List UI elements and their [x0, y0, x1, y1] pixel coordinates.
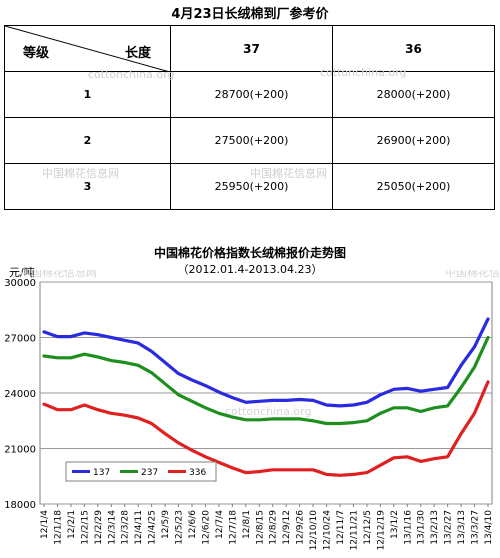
grade-cell: 3 — [4, 163, 171, 210]
x-tick-label: 12/8/15 — [255, 510, 265, 545]
column-header-37: 37 — [170, 25, 333, 72]
x-tick-label: 13/3/27 — [471, 510, 481, 545]
legend-label-336: 336 — [189, 468, 206, 478]
watermark-site: cottonchina.org — [88, 68, 175, 81]
x-tick-label: 12/4/11 — [134, 510, 144, 545]
y-axis-label: 元/吨 — [9, 266, 35, 279]
table-row: 3 25950(+200) 25050(+200) — [4, 163, 495, 210]
column-header-36: 36 — [332, 25, 495, 72]
x-tick-label: 12/3/14 — [107, 510, 117, 545]
length-label: 长度 — [125, 46, 152, 61]
x-tick-label: 12/7/4 — [215, 510, 225, 539]
watermark-brand: 中国棉花信息网 — [445, 270, 500, 279]
legend-label-237: 237 — [141, 468, 158, 478]
series-line-336 — [42, 380, 490, 477]
table-header-row: 等级 长度 37 36 — [4, 25, 495, 72]
price-cell-36: 25050(+200) — [332, 163, 495, 210]
x-tick-label: 13/1/16 — [403, 510, 413, 545]
x-tick-label: 12/12/19 — [376, 510, 386, 551]
series-line-237 — [42, 335, 490, 426]
x-tick-label: 12/2/29 — [94, 510, 104, 545]
watermark-brand: 中国棉花信息网 — [20, 270, 97, 279]
watermark-brand: 中国棉花信息网 — [250, 167, 327, 180]
grade-label: 等级 — [23, 46, 50, 61]
legend — [65, 461, 217, 482]
grade-cell: 2 — [4, 117, 171, 164]
x-tick-label: 12/3/28 — [121, 510, 131, 545]
price-cell-37: 28700(+200) — [170, 71, 333, 118]
x-tick-label: 12/10/10 — [309, 510, 319, 551]
y-tick-label: 24000 — [4, 389, 36, 400]
x-tick-label: 13/4/10 — [484, 510, 494, 545]
x-tick-label: 12/1/18 — [53, 510, 63, 545]
x-tick-label: 13/2/13 — [430, 510, 440, 545]
y-tick-label: 18000 — [4, 500, 36, 511]
watermark-site: cottonchina.org — [320, 66, 407, 79]
price-cell-36: 28000(+200) — [332, 71, 495, 118]
x-tick-label: 13/1/2 — [390, 510, 400, 539]
y-tick-label: 21000 — [4, 445, 36, 456]
series-line-137 — [42, 317, 490, 408]
x-tick-label: 12/11/7 — [336, 510, 346, 545]
x-tick-label: 12/5/23 — [175, 510, 185, 545]
x-tick-label: 12/10/24 — [323, 510, 333, 551]
table-title: 4月23日长绒棉到厂参考价 — [171, 7, 329, 22]
y-tick-label: 30000 — [4, 278, 36, 289]
table-row: 2 27500(+200) 26900(+200) — [4, 117, 495, 164]
x-tick-label: 12/7/18 — [228, 510, 238, 545]
x-tick-label: 12/5/9 — [161, 510, 171, 539]
price-cell-36: 26900(+200) — [332, 117, 495, 164]
price-cell-37: 27500(+200) — [170, 117, 333, 164]
x-tick-label: 12/4/25 — [148, 510, 158, 545]
line-chart: 18000 21000 24000 27000 30000 12/1/4 12/1/18 12… — [4, 270, 500, 551]
watermark-brand: 中国棉花信息网 — [42, 167, 119, 180]
x-tick-label: 12/12/5 — [363, 510, 373, 545]
x-tick-label: 12/2/1 — [67, 510, 77, 539]
x-tick-label: 12/8/1 — [242, 510, 252, 539]
x-tick-label: 12/9/12 — [282, 510, 292, 545]
diagonal-divider — [5, 26, 170, 72]
grade-length-header-cell: 等级 长度 — [4, 25, 171, 72]
x-tick-label: 12/2/15 — [80, 510, 90, 545]
x-tick-label: 13/3/13 — [457, 510, 467, 545]
x-tick-label: 13/1/30 — [417, 510, 427, 545]
y-tick-label: 27000 — [4, 334, 36, 345]
grade-cell: 1 — [4, 71, 171, 118]
x-tick-label: 12/11/21 — [349, 510, 359, 550]
x-tick-label: 12/1/4 — [40, 510, 50, 539]
price-cell-37: 25950(+200) — [170, 163, 333, 210]
table-row: 1 28700(+200) 28000(+200) — [4, 71, 495, 118]
x-tick-label: 12/8/29 — [269, 510, 279, 545]
x-tick-label: 13/2/27 — [444, 510, 454, 545]
watermark-site: cottonchina.org — [225, 405, 311, 418]
x-tick-label: 12/6/20 — [201, 510, 211, 545]
chart-title: 中国棉花价格指数长绒棉报价走势图 — [153, 246, 346, 260]
x-tick-label: 12/9/26 — [296, 510, 306, 545]
x-tick-label: 12/6/6 — [188, 510, 198, 539]
price-table: 等级 长度 37 36 1 28700(+200) 28000(+200) 2 … — [4, 25, 495, 210]
chart-subtitle: （2012.01.4-2013.04.23） — [177, 263, 323, 276]
legend-label-137: 137 — [93, 468, 110, 478]
